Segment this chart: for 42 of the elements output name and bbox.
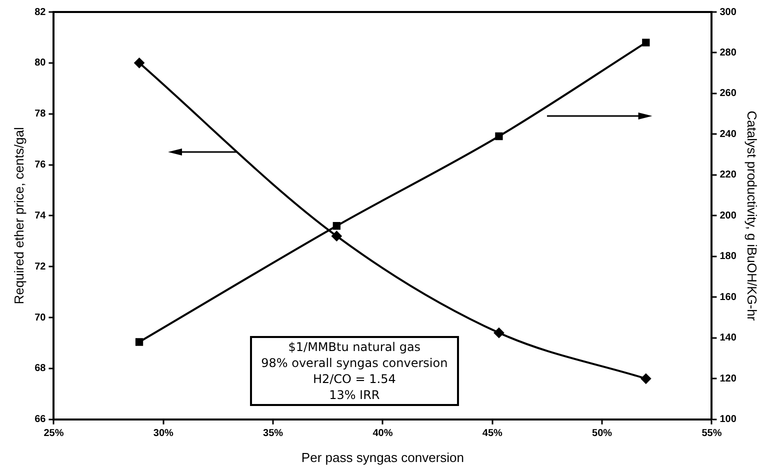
- x-axis-title: Per pass syngas conversion: [301, 450, 464, 465]
- y-tick-label: 70: [34, 312, 46, 324]
- point: [640, 374, 651, 384]
- y-tick-label: 80: [34, 58, 46, 69]
- x-tick-label: 50%: [592, 428, 612, 440]
- y-tick-label: 76: [34, 160, 46, 171]
- y2-tick-label: 120: [720, 373, 737, 384]
- y2-tick-label: 140: [720, 332, 737, 344]
- point: [332, 231, 342, 242]
- y-axis-title: Required ether price, cents/gal: [11, 127, 26, 304]
- annotation: 98% overall syngas conversion: [260, 354, 449, 371]
- x-tick-label: 25%: [44, 428, 64, 440]
- point: [495, 132, 503, 140]
- y-tick-label: 74: [34, 210, 46, 222]
- y2-tick-label: 240: [720, 128, 737, 140]
- x-tick-label: 35%: [263, 428, 284, 440]
- y-tick-label: 82: [34, 6, 46, 18]
- y-tick-label: 66: [34, 414, 46, 426]
- point: [134, 58, 144, 68]
- y2-tick-label: 260: [720, 88, 737, 100]
- x-tick-label: 45%: [482, 428, 502, 440]
- x-tick-label: 30%: [153, 428, 174, 440]
- annotation: 13% IRR: [328, 386, 381, 403]
- y2-tick-label: 300: [720, 6, 737, 18]
- x-tick-label: 55%: [702, 428, 722, 440]
- x-tick-label: 40%: [372, 428, 393, 440]
- y2-tick-label: 220: [720, 170, 737, 181]
- y-tick-label: 68: [34, 363, 46, 374]
- y2-tick-label: 280: [720, 47, 737, 58]
- y2-tick-label: 200: [720, 210, 737, 222]
- y-tick-label: 72: [34, 261, 46, 272]
- point: [642, 38, 650, 46]
- point: [332, 222, 340, 230]
- y-tick-label: 78: [34, 108, 46, 120]
- point: [135, 338, 144, 346]
- annotation: $1/MMBtu natural gas: [287, 338, 422, 355]
- y2-axis-title: Catalyst productivity, g iBuOH/KG-hr: [744, 110, 760, 322]
- point: [494, 328, 504, 338]
- y2-tick-label: 180: [720, 251, 737, 262]
- y2-tick-label: 100: [720, 414, 737, 426]
- annotation: H2/CO = 1.54: [312, 370, 397, 387]
- y2-tick-label: 160: [720, 292, 737, 303]
